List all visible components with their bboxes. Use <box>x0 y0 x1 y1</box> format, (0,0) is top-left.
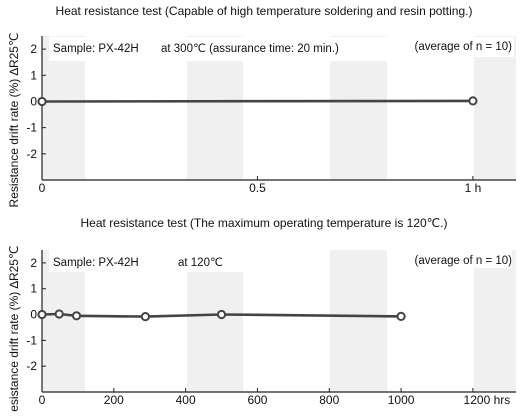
chart2-x-tick-label-4: 800 <box>319 393 339 407</box>
chart2-title: Heat resistance test (The maximum operat… <box>81 216 448 230</box>
chart2-data-point-4 <box>216 309 227 320</box>
chart1-y-axis-label: Resistance drift rate (%) ∆R25℃ <box>7 33 21 208</box>
chart1-data-point-0 <box>37 96 47 107</box>
chart1-sample-label: Sample: PX-42H <box>53 43 139 55</box>
chart2-data-point-3 <box>140 312 150 322</box>
chart2-x-tick-label-3: 600 <box>247 393 267 407</box>
chart2-y-tick-label-0: 2 <box>30 256 37 270</box>
chart1-data-point-1 <box>468 96 478 106</box>
chart1-y-tick-label-1: 1 <box>30 68 37 82</box>
chart2-y-tick-label-4: -2 <box>26 359 37 373</box>
chart2-y-axis-label: Resistance drift rate (%) ∆R25℃ <box>7 246 21 412</box>
chart2-y-tick-label-1: 1 <box>30 282 37 296</box>
chart2-data-point-1 <box>54 309 64 319</box>
chart1-x-tick-label-0: 0 <box>39 181 46 195</box>
chart2-x-tick-label-1: 200 <box>104 393 124 407</box>
chart1-y-tick-label-0: 2 <box>30 42 37 56</box>
chart1-label-box-0 <box>49 37 394 61</box>
chart2-label-box-1 <box>400 250 512 268</box>
chart2-sample-label: Sample: PX-42H <box>53 257 139 269</box>
chart2-x-tick-label-0: 0 <box>39 393 46 407</box>
chart2-x-tick-label-5: 1000 <box>388 393 415 407</box>
chart1-x-tick-label-1: 0.5 <box>249 181 266 195</box>
chart1-title: Heat resistance test (Capable of high te… <box>56 4 473 18</box>
chart1-average-label: (average of n = 10) <box>415 41 513 53</box>
chart2-band-1 <box>187 250 243 392</box>
chart1-x-tick-label-2: 1 h <box>465 181 482 195</box>
chart2-condition-label: at 120℃ <box>178 257 223 269</box>
chart1-y-tick-label-4: -2 <box>26 147 37 161</box>
chart2-data-point-5 <box>396 311 406 321</box>
chart1-series-line-0 <box>41 99 473 103</box>
chart2-data-point-2 <box>71 311 82 321</box>
chart2-y-tick-label-3: -1 <box>26 333 37 347</box>
chart2-x-tick-label-6: 1200 hrs <box>464 393 511 407</box>
chart2-band-3 <box>474 250 516 392</box>
chart1-band-3 <box>474 36 516 180</box>
chart2-band-0 <box>42 250 85 392</box>
chart1-condition-label: at 300℃ (assurance time: 20 min.) <box>161 43 339 55</box>
chart2-average-label: (average of n = 10) <box>415 255 513 267</box>
chart1-y-tick-label-3: -1 <box>26 121 37 135</box>
chart2-y-tick-label-2: 0 <box>30 308 37 322</box>
chart2-band-2 <box>330 250 387 392</box>
chart1-y-tick-label-2: 0 <box>30 94 37 108</box>
chart1-label-box-1 <box>404 37 514 57</box>
chart2-x-tick-label-2: 400 <box>176 393 196 407</box>
chart2-label-box-0 <box>49 250 259 272</box>
chart2-data-point-0 <box>37 309 47 320</box>
